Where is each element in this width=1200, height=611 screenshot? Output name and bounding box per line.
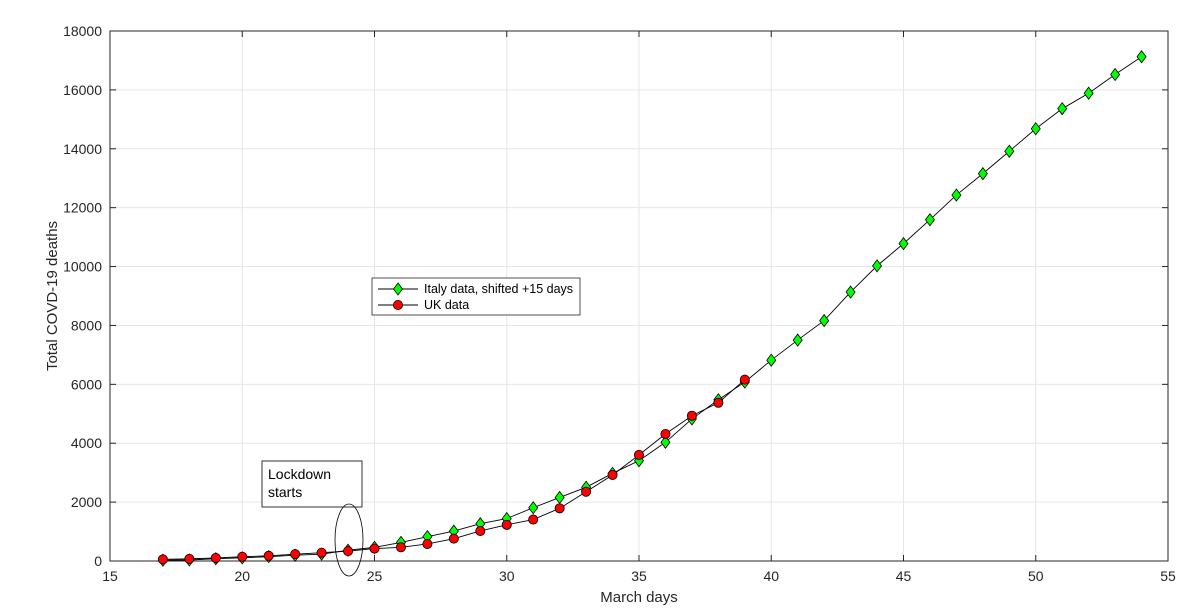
data-point — [1057, 102, 1068, 116]
x-tick-label: 55 — [1160, 568, 1176, 584]
data-point — [739, 374, 750, 385]
annotation-text: starts — [268, 484, 302, 500]
data-point — [395, 542, 406, 553]
data-point — [422, 538, 433, 549]
data-point — [766, 353, 777, 367]
series-layer — [157, 50, 1147, 567]
data-point — [819, 313, 830, 328]
data-point — [448, 533, 459, 544]
data-point — [263, 550, 274, 561]
data-point — [977, 166, 988, 181]
data-point — [316, 547, 327, 558]
data-point — [634, 449, 645, 460]
data-point — [898, 236, 909, 251]
data-point — [184, 553, 195, 564]
data-point — [924, 213, 935, 227]
data-point — [290, 549, 301, 560]
data-point — [554, 503, 565, 514]
data-point — [686, 410, 697, 421]
x-tick-label: 40 — [763, 568, 779, 584]
legend-marker — [392, 299, 403, 310]
data-point — [951, 188, 962, 202]
ticks: 15 20 25 30 35 40 45 50 55 0 2000 4000 6000 8000 10000… — [63, 23, 1176, 584]
x-tick-label: 35 — [631, 568, 647, 584]
data-point — [607, 469, 618, 480]
data-point — [1136, 50, 1147, 64]
legend: Italy data, shifted +15 days UK data — [371, 277, 581, 316]
x-tick-label: 20 — [234, 568, 250, 584]
data-point — [528, 514, 539, 525]
data-point — [1004, 144, 1015, 158]
y-tick-label: 12000 — [63, 200, 102, 216]
x-tick-label: 50 — [1028, 568, 1044, 584]
data-point — [581, 486, 592, 497]
data-point — [501, 519, 512, 530]
y-tick-label: 0 — [94, 553, 102, 569]
y-tick-label: 6000 — [71, 376, 102, 392]
lockdown-ellipse — [334, 503, 364, 577]
x-tick-label: 25 — [367, 568, 383, 584]
data-point — [1110, 67, 1121, 82]
data-point — [528, 501, 539, 515]
annotation-text: Lockdown — [268, 466, 331, 482]
data-point — [1030, 122, 1041, 136]
data-point — [475, 525, 486, 536]
y-tick-label: 10000 — [63, 259, 102, 275]
series-uk — [157, 374, 750, 565]
legend-entry: Italy data, shifted +15 days — [424, 282, 573, 296]
x-axis-label: March days — [600, 589, 678, 606]
x-tick-label: 30 — [499, 568, 515, 584]
annotation-layer: Lockdown starts — [261, 460, 364, 577]
data-point — [713, 397, 724, 408]
legend-marker — [393, 282, 403, 296]
data-point — [845, 285, 856, 299]
y-axis-label: Total COVD-19 deaths — [44, 221, 61, 371]
data-point — [343, 546, 354, 557]
data-point — [872, 259, 883, 273]
data-point — [237, 551, 248, 562]
data-point — [210, 552, 221, 563]
y-tick-label: 14000 — [63, 141, 102, 157]
y-tick-label: 4000 — [71, 435, 102, 451]
data-point — [792, 333, 803, 347]
legend-box — [371, 277, 581, 316]
legend-entry: UK data — [424, 298, 469, 312]
annotation-box — [261, 460, 363, 508]
y-tick-label: 16000 — [63, 82, 102, 98]
grid — [110, 31, 1168, 561]
data-point — [1083, 86, 1094, 100]
y-tick-label: 18000 — [63, 23, 102, 39]
x-tick-label: 15 — [102, 568, 118, 584]
x-tick-label: 45 — [896, 568, 912, 584]
y-tick-label: 8000 — [71, 317, 102, 333]
y-tick-label: 2000 — [71, 494, 102, 510]
data-point — [660, 435, 671, 449]
data-point — [157, 554, 168, 565]
data-point — [660, 429, 671, 440]
data-point — [369, 543, 380, 554]
